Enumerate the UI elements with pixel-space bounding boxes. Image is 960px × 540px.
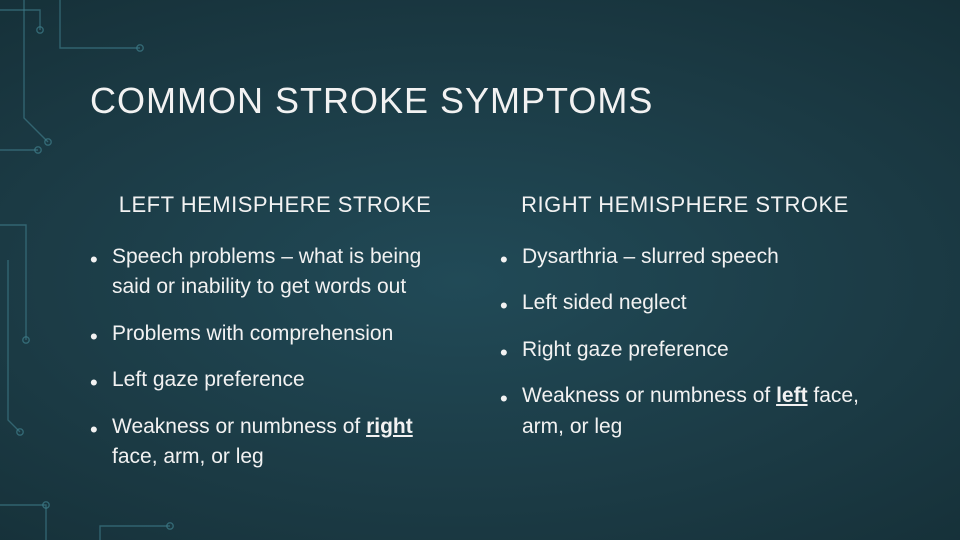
list-item: Left gaze preference [90, 365, 460, 395]
item-text-post: face, arm, or leg [112, 445, 264, 468]
columns: LEFT HEMISPHERE STROKE Speech problems –… [90, 192, 870, 489]
item-text: Problems with comprehension [112, 322, 393, 345]
item-text-pre: Weakness or numbness of [522, 384, 776, 407]
item-text: Left gaze preference [112, 368, 305, 391]
list-item: Left sided neglect [500, 288, 870, 318]
item-text-pre: Weakness or numbness of [112, 415, 366, 438]
left-column: LEFT HEMISPHERE STROKE Speech problems –… [90, 192, 460, 489]
slide: COMMON STROKE SYMPTOMS LEFT HEMISPHERE S… [0, 0, 960, 540]
list-item: Weakness or numbness of right face, arm,… [90, 412, 460, 473]
list-item: Dysarthria – slurred speech [500, 242, 870, 272]
item-text: Speech problems – what is being said or … [112, 245, 421, 298]
list-item: Problems with comprehension [90, 319, 460, 349]
right-column: RIGHT HEMISPHERE STROKE Dysarthria – slu… [500, 192, 870, 489]
item-text: Right gaze preference [522, 338, 729, 361]
right-list: Dysarthria – slurred speech Left sided n… [500, 242, 870, 442]
left-heading: LEFT HEMISPHERE STROKE [90, 192, 460, 218]
item-text: Left sided neglect [522, 291, 687, 314]
list-item: Weakness or numbness of left face, arm, … [500, 381, 870, 442]
slide-title: COMMON STROKE SYMPTOMS [90, 80, 870, 122]
item-text: Dysarthria – slurred speech [522, 245, 779, 268]
left-list: Speech problems – what is being said or … [90, 242, 460, 473]
list-item: Right gaze preference [500, 335, 870, 365]
item-text-bold: right [366, 415, 413, 438]
right-heading: RIGHT HEMISPHERE STROKE [500, 192, 870, 218]
list-item: Speech problems – what is being said or … [90, 242, 460, 303]
item-text-bold: left [776, 384, 808, 407]
